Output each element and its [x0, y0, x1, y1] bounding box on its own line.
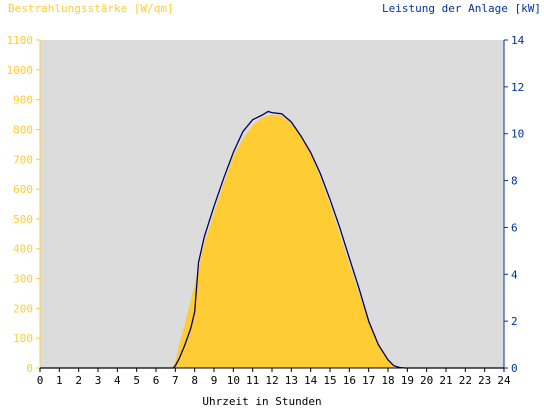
left-tick-label: 700	[13, 153, 33, 166]
series-layer	[40, 110, 504, 369]
x-tick-label: 6	[153, 374, 160, 387]
x-tick-label: 10	[227, 374, 240, 387]
x-tick-label: 22	[459, 374, 472, 387]
left-tick-label: 100	[13, 332, 33, 345]
left-tick-label: 600	[13, 183, 33, 196]
right-tick-label: 6	[511, 221, 518, 234]
left-tick-label: 900	[13, 94, 33, 107]
x-tick-label: 8	[191, 374, 198, 387]
x-axis-label: Uhrzeit in Stunden	[202, 395, 321, 408]
left-tick-label: 500	[13, 213, 33, 226]
irradiance-area	[40, 114, 504, 368]
x-tick-label: 16	[343, 374, 356, 387]
left-tick-label: 200	[13, 302, 33, 315]
x-tick-label: 24	[497, 374, 511, 387]
x-tick-label: 15	[323, 374, 336, 387]
x-tick-label: 19	[401, 374, 414, 387]
x-tick-label: 23	[478, 374, 491, 387]
left-tick-label: 400	[13, 243, 33, 256]
x-tick-label: 21	[439, 374, 452, 387]
x-tick-label: 12	[265, 374, 278, 387]
x-tick-label: 1	[56, 374, 63, 387]
x-tick-label: 17	[362, 374, 375, 387]
right-axis-title: Leistung der Anlage [kW]	[382, 2, 541, 15]
right-tick-label: 2	[511, 315, 518, 328]
right-tick-label: 12	[511, 81, 524, 94]
x-tick-label: 3	[95, 374, 102, 387]
left-tick-label: 300	[13, 273, 33, 286]
x-tick-label: 5	[133, 374, 140, 387]
x-tick-label: 7	[172, 374, 179, 387]
right-tick-label: 8	[511, 175, 518, 188]
left-axis-title: Bestrahlungsstärke [W/qm]	[8, 2, 174, 15]
x-tick-label: 13	[285, 374, 298, 387]
tick-labels: 0100200300400500600700800900100011000246…	[7, 34, 525, 387]
x-tick-label: 9	[211, 374, 218, 387]
left-tick-label: 800	[13, 123, 33, 136]
x-tick-label: 4	[114, 374, 121, 387]
axes-layer	[36, 39, 508, 372]
left-tick-label: 1000	[7, 64, 34, 77]
x-tick-label: 11	[246, 374, 259, 387]
right-tick-label: 14	[511, 34, 525, 47]
x-tick-label: 20	[420, 374, 433, 387]
right-tick-label: 4	[511, 268, 518, 281]
left-tick-label: 1100	[7, 34, 34, 47]
x-tick-label: 0	[37, 374, 44, 387]
right-tick-label: 10	[511, 128, 524, 141]
x-tick-label: 2	[75, 374, 82, 387]
x-tick-label: 14	[304, 374, 318, 387]
x-tick-label: 18	[381, 374, 394, 387]
left-tick-label: 0	[26, 362, 33, 375]
right-tick-label: 0	[511, 362, 518, 375]
power-line	[40, 110, 504, 369]
